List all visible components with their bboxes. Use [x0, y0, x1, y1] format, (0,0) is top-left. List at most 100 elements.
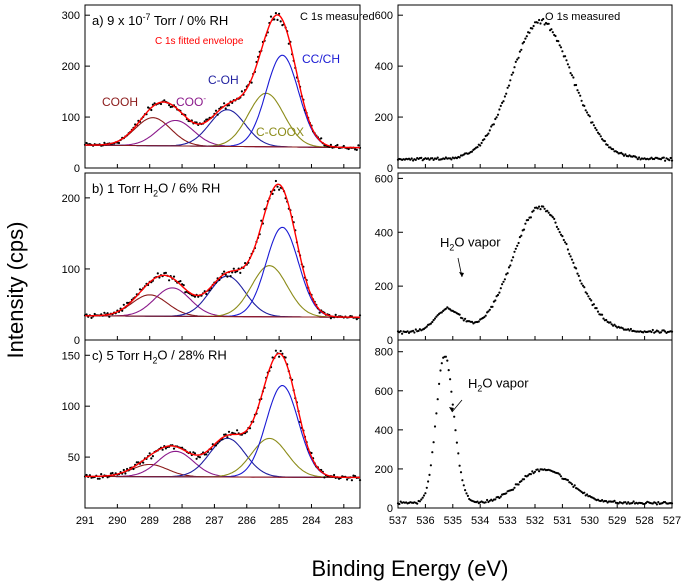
measured-point	[538, 18, 541, 22]
y-tick-label: 0	[387, 335, 393, 347]
measured-point	[557, 40, 560, 43]
measured-point	[501, 101, 504, 104]
measured-point	[516, 244, 519, 247]
measured-point	[621, 327, 624, 330]
measured-point	[670, 159, 674, 162]
measured-point	[486, 134, 489, 137]
measured-point	[428, 158, 431, 161]
measured-point	[558, 231, 561, 234]
measured-point	[436, 156, 439, 159]
chart-c1s-c: 50 100 150 291 290 289 288 287 286 285 284 283	[62, 339, 362, 527]
measured-point	[453, 415, 456, 418]
peak-cc-ch	[85, 385, 361, 479]
measured-point	[572, 485, 575, 488]
fitted-envelope	[85, 352, 361, 479]
measured-point	[638, 156, 641, 159]
measured-point	[425, 325, 428, 328]
measured-point	[462, 484, 465, 487]
panel-label-part: Torr / 0% RH	[150, 13, 228, 28]
measured-point	[240, 90, 243, 93]
x-tick-label: 284	[302, 515, 320, 527]
y-tick-label: 200	[62, 61, 80, 73]
panel-label-part: -7	[143, 12, 151, 22]
measured-point	[444, 355, 447, 358]
fitted-envelope	[85, 183, 360, 318]
measured-point	[575, 83, 578, 87]
measured-point	[559, 475, 563, 478]
measured-point	[85, 313, 88, 316]
measured-point	[239, 271, 242, 274]
measured-point	[518, 50, 522, 53]
plot-frame	[397, 339, 673, 509]
measured-point	[586, 493, 589, 496]
measured-point	[117, 141, 121, 145]
x-tick-label: 287	[205, 515, 223, 527]
y-tick-label: 100	[62, 112, 80, 124]
measured-point	[536, 207, 539, 210]
measured-point	[494, 117, 497, 121]
measured-point	[431, 451, 434, 454]
x-tick-label: 285	[270, 515, 288, 527]
vapor-annotation-part: O vapor	[454, 235, 501, 250]
x-tick-label: 290	[108, 515, 126, 527]
measured-point	[461, 317, 464, 320]
measured-point	[278, 12, 281, 15]
measured-point	[227, 104, 231, 107]
measured-point	[606, 143, 609, 147]
measured-point	[538, 205, 541, 208]
measured-point	[521, 42, 524, 45]
measured-point	[605, 318, 608, 322]
measured-point	[458, 156, 461, 159]
measured-point	[590, 299, 593, 302]
measured-point	[551, 216, 554, 219]
peak-label-cooh-part: COOH	[102, 95, 138, 109]
measured-point	[554, 34, 557, 38]
peak-cc-ch	[85, 226, 360, 318]
x-tick-label: 529	[608, 515, 626, 527]
measured-point	[205, 292, 208, 296]
measured-point	[509, 264, 512, 267]
y-tick-label: 200	[375, 112, 393, 124]
measured-point	[122, 468, 125, 472]
measured-point	[85, 473, 88, 477]
measured-point	[122, 303, 125, 306]
measured-point	[433, 317, 437, 320]
measured-point	[488, 308, 491, 311]
measured-point	[274, 12, 277, 15]
vapor-annotation-part: 2	[477, 384, 482, 394]
measured-point	[486, 498, 489, 502]
measured-point	[554, 221, 557, 224]
measured-point	[193, 452, 197, 455]
measured-point	[440, 362, 443, 365]
measured-point	[631, 501, 634, 505]
measured-point	[193, 295, 197, 298]
measured-point	[483, 138, 486, 141]
measured-point	[455, 441, 458, 444]
measured-point	[603, 140, 607, 143]
panel-label: c) 5 Torr H2O / 28% RH	[92, 348, 227, 366]
y-tick-label: 400	[375, 227, 393, 239]
measured-point	[446, 359, 449, 362]
peak-c-oh	[85, 275, 360, 318]
measured-point	[150, 457, 153, 460]
measured-point	[163, 99, 166, 102]
measured-point	[108, 315, 111, 318]
y-tick-label: 150	[62, 350, 80, 362]
measured-point	[494, 498, 497, 501]
measured-point	[570, 258, 574, 261]
measured-point	[420, 156, 423, 159]
measured-point	[163, 272, 166, 275]
measured-point	[447, 369, 450, 372]
measured-point	[657, 501, 660, 504]
measured-point	[342, 144, 345, 148]
vapor-annotation-part: H	[468, 376, 477, 391]
measured-point	[444, 307, 447, 310]
measured-annotation: O 1s measured	[545, 11, 620, 23]
measured-point	[197, 455, 200, 458]
measured-point	[670, 330, 674, 333]
measured-point	[668, 159, 671, 162]
measured-point	[354, 475, 357, 478]
measured-point	[587, 295, 590, 298]
y-tick-label: 800	[375, 347, 393, 359]
measured-point	[498, 496, 501, 500]
